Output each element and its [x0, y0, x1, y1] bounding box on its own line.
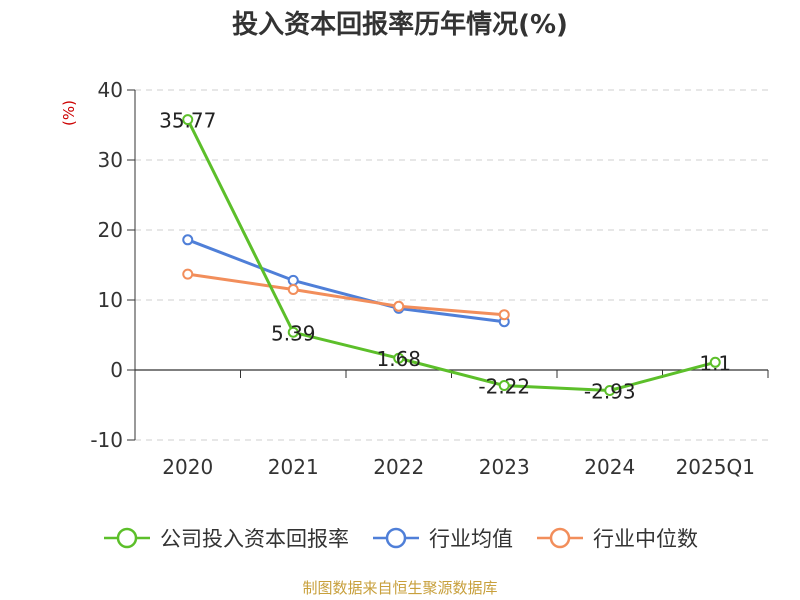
legend-label: 公司投入资本回报率 [160, 527, 349, 551]
y-tick-label: -10 [90, 428, 123, 452]
data-label: -2.22 [478, 375, 530, 399]
x-tick-label: 2024 [584, 455, 635, 479]
data-label: -2.93 [584, 380, 636, 404]
x-tick-label: 2023 [479, 455, 530, 479]
legend-label: 行业中位数 [593, 527, 698, 551]
legend-marker-icon [537, 527, 583, 549]
data-point [182, 268, 194, 280]
legend-item-2[interactable]: 行业中位数 [535, 523, 698, 553]
y-tick-label: 30 [98, 148, 123, 172]
data-point [498, 309, 510, 321]
y-tick-label: 40 [98, 78, 123, 102]
y-tick-label: 10 [98, 288, 123, 312]
data-point [182, 234, 194, 246]
y-tick-label: 0 [110, 358, 123, 382]
series-line-2 [187, 272, 505, 317]
data-label: 1.68 [376, 347, 421, 371]
data-label: 35.77 [159, 109, 216, 133]
x-tick-label: 2025Q1 [676, 455, 755, 479]
data-point [287, 274, 299, 286]
data-point [604, 385, 616, 397]
chart-legend: 公司投入资本回报率 行业均值 行业中位数 [0, 520, 800, 556]
data-point [709, 356, 721, 368]
data-point [393, 300, 405, 312]
data-point [393, 352, 405, 364]
x-tick-label: 2020 [162, 455, 213, 479]
series-line-1 [187, 238, 505, 324]
series-line-0 [186, 118, 716, 393]
data-point [182, 114, 194, 126]
legend-item-1[interactable]: 行业均值 [371, 523, 513, 553]
data-label: 1.1 [699, 351, 731, 375]
x-tick-label: 2021 [268, 455, 319, 479]
legend-marker-icon [373, 527, 419, 549]
chart-title: 投入资本回报率历年情况(%) [232, 10, 568, 40]
legend-label: 行业均值 [429, 527, 513, 551]
data-point [287, 284, 299, 295]
source-note: 制图数据来自恒生聚源数据库 [302, 579, 498, 597]
line-chart: -10 0 10 20 30 40 2020 2021 2022 2023 2024 2025Q1 35… [90, 78, 769, 479]
legend-item-0[interactable]: 公司投入资本回报率 [102, 523, 349, 553]
data-label: 5.39 [271, 321, 316, 345]
x-tick-label: 2022 [373, 455, 424, 479]
legend-marker-icon [104, 527, 150, 549]
data-point [287, 326, 299, 338]
y-tick-label: 20 [98, 218, 123, 242]
data-point [498, 380, 510, 392]
